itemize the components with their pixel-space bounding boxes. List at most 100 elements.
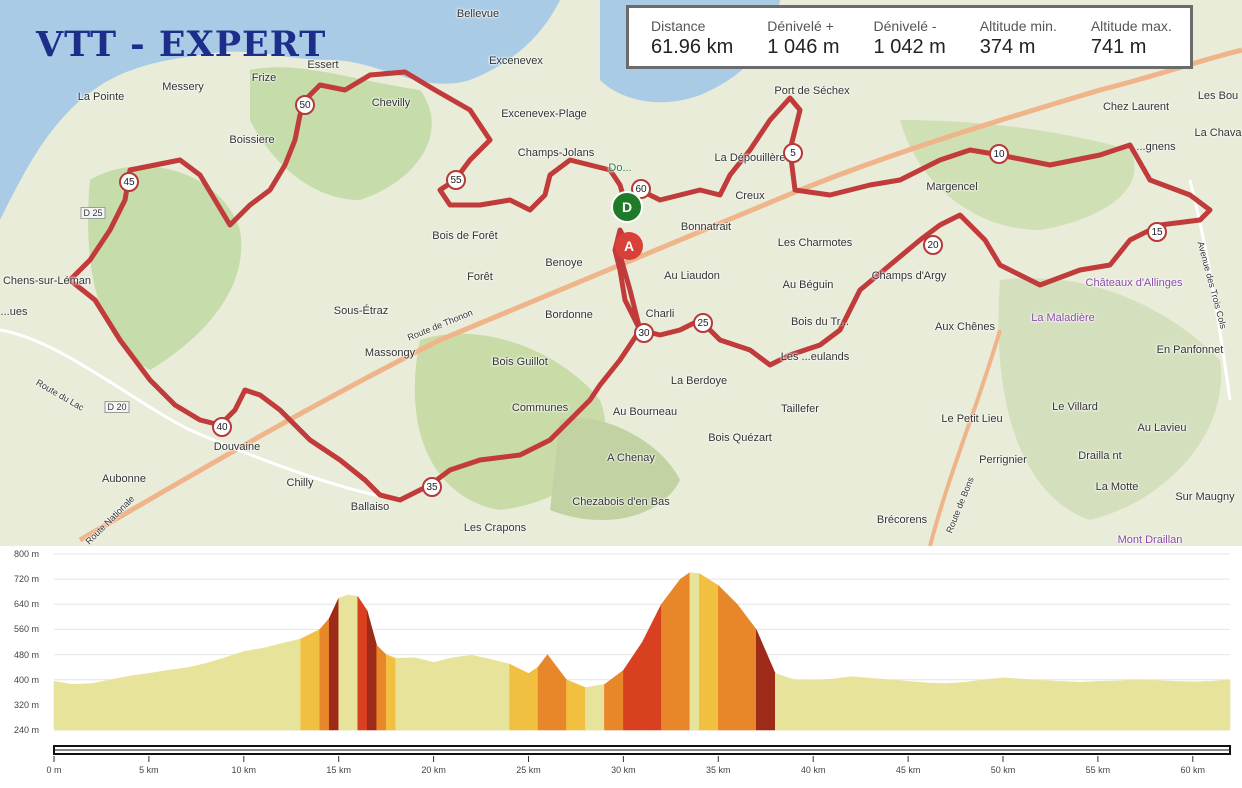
- km-marker-20[interactable]: 20: [923, 235, 943, 255]
- place-label: Chez Laurent: [1102, 101, 1170, 113]
- elevation-segment: [91, 679, 112, 731]
- km-marker-15[interactable]: 15: [1147, 222, 1167, 242]
- place-label: Chilly: [286, 477, 314, 489]
- km-marker-5[interactable]: 5: [783, 143, 803, 163]
- map-canvas: [0, 0, 1242, 546]
- place-label: Au Liaudon: [664, 270, 720, 282]
- y-tick-label: 640 m: [14, 599, 40, 610]
- place-label: Le Petit Lieu: [941, 413, 1003, 425]
- elevation-segment: [433, 657, 453, 731]
- elevation-segment: [509, 663, 529, 731]
- place-label: Bonnatrait: [680, 221, 732, 233]
- start-marker[interactable]: D: [611, 191, 643, 223]
- elevation-segment: [262, 643, 283, 731]
- elevation-segment: [793, 679, 814, 731]
- y-tick-label: 720 m: [14, 574, 40, 585]
- place-label: Aubonne: [101, 473, 147, 485]
- place-label: Massongy: [364, 347, 416, 359]
- place-label: Chevilly: [371, 97, 411, 109]
- km-marker-25[interactable]: 25: [693, 313, 713, 333]
- place-label: Chens-sur-Léman: [2, 275, 92, 287]
- place-label: Champs d'Argy: [871, 270, 947, 282]
- km-marker-10[interactable]: 10: [989, 144, 1009, 164]
- elevation-segment: [756, 629, 776, 731]
- stat-label: Altitude max.: [1090, 18, 1172, 34]
- km-marker-55[interactable]: 55: [446, 170, 466, 190]
- place-label: Margencel: [926, 181, 978, 193]
- place-label: Châteaux d'Allinges: [1085, 277, 1183, 289]
- place-label: Bordonne: [545, 309, 593, 321]
- elevation-segment: [528, 666, 539, 731]
- place-label: Les Bou: [1197, 90, 1239, 102]
- elevation-segment: [585, 684, 605, 731]
- route-title: VTT - EXPERT: [36, 24, 327, 65]
- km-marker-40[interactable]: 40: [212, 417, 232, 437]
- place-label: ...gnens: [1136, 141, 1176, 153]
- x-tick-label: 25 km: [516, 765, 541, 775]
- stat-label: Dénivelé +: [767, 18, 834, 34]
- place-label: Benoye: [545, 257, 583, 269]
- stat-value: 1 042 m: [873, 36, 946, 58]
- elevation-segment: [689, 572, 700, 731]
- elevation-segment: [774, 673, 795, 731]
- place-label: Bois Guillot: [492, 356, 548, 368]
- place-label: Le Villard: [1052, 401, 1098, 413]
- place-label: Au Béguin: [782, 279, 834, 291]
- elevation-segment: [366, 610, 377, 731]
- place-label: Communes: [511, 402, 569, 414]
- place-label: Brécorens: [876, 514, 928, 526]
- end-marker[interactable]: A: [615, 232, 643, 260]
- place-label: En Panfonnet: [1156, 344, 1224, 356]
- stat-value: 374 m: [979, 36, 1036, 58]
- km-marker-45[interactable]: 45: [119, 172, 139, 192]
- elevation-segment: [395, 657, 415, 731]
- place-label: Messery: [162, 81, 204, 93]
- elevation-segment: [385, 654, 396, 731]
- elevation-segment: [869, 677, 890, 731]
- place-label: Port de Séchex: [774, 85, 850, 97]
- elevation-segment: [129, 673, 150, 731]
- x-tick-label: 5 km: [139, 765, 159, 775]
- elevation-segment: [224, 651, 245, 731]
- elevation-segment: [907, 681, 928, 731]
- stat-label: Altitude min.: [979, 18, 1057, 34]
- elevation-segment: [566, 679, 586, 731]
- elevation-segment: [300, 629, 320, 731]
- km-marker-35[interactable]: 35: [422, 477, 442, 497]
- x-tick-label: 20 km: [421, 765, 446, 775]
- route-map[interactable]: Bellevue Excenevex Essert Messery Frize …: [0, 0, 1242, 546]
- stat-distance: Distance 61.96 km: [651, 18, 733, 66]
- place-label: La Dépouillère: [714, 152, 786, 164]
- elevation-segment: [850, 676, 871, 731]
- place-label: Chezabois d'en Bas: [572, 496, 670, 508]
- elevation-segment: [983, 677, 1004, 731]
- place-label: ...ues: [0, 306, 28, 318]
- x-tick-label: 30 km: [611, 765, 636, 775]
- x-tick-label: 10 km: [231, 765, 257, 775]
- road-shield: D 25: [80, 207, 106, 219]
- km-marker-30[interactable]: 30: [634, 323, 654, 343]
- y-tick-label: 320 m: [14, 699, 40, 710]
- stat-altitude-min: Altitude min. 374 m: [980, 18, 1057, 66]
- elevation-segment: [831, 676, 852, 731]
- elevation-segment: [1173, 681, 1194, 731]
- place-label: Bois Quézart: [708, 432, 772, 444]
- place-label: Creux: [735, 190, 765, 202]
- elevation-segment: [547, 653, 558, 731]
- elevation-segment: [556, 666, 567, 731]
- place-label: A Chenay: [607, 452, 655, 464]
- elevation-segment: [328, 597, 339, 731]
- elevation-segment: [1135, 679, 1156, 731]
- place-label: Essert: [307, 59, 339, 71]
- y-tick-label: 480 m: [14, 649, 40, 660]
- place-label: Forêt: [467, 271, 493, 283]
- km-marker-50[interactable]: 50: [295, 95, 315, 115]
- x-tick-label: 50 km: [990, 765, 1016, 775]
- place-label: Champs-Jolans: [517, 147, 595, 159]
- elevation-profile[interactable]: 800 m 720 m 640 m 560 m 480 m 400 m 320 m 240 m…: [0, 546, 1242, 783]
- place-label: La Pointe: [77, 91, 125, 103]
- elevation-segment: [414, 657, 434, 731]
- place-label: Au Lavieu: [1137, 422, 1187, 434]
- elevation-segment: [926, 682, 947, 731]
- place-label: Taillefer: [781, 403, 819, 415]
